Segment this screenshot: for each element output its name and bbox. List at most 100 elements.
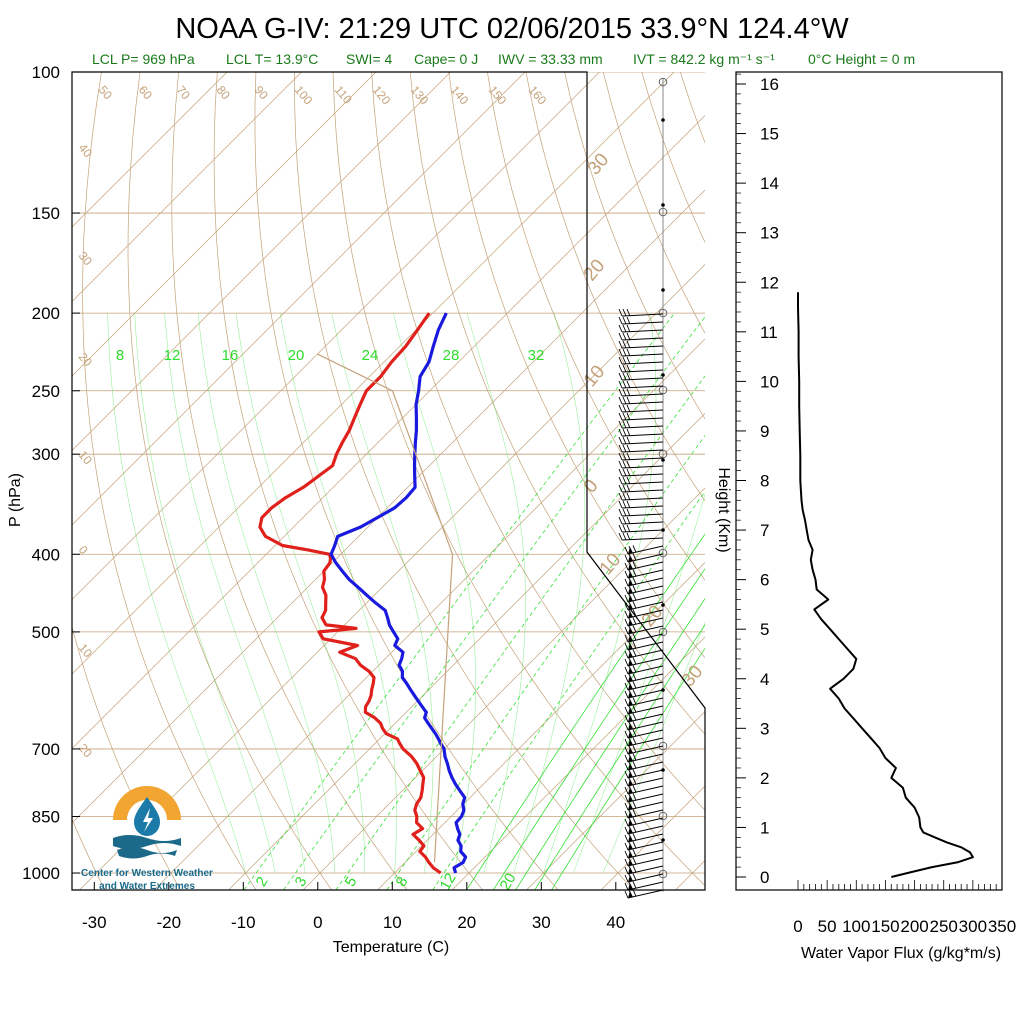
wind-barb-staff [627,585,664,595]
wind-barb-pennant [628,891,633,898]
dry-adiabat-line [82,72,257,890]
wind-barb-feather [622,444,627,453]
wind-barb-staff [621,313,664,317]
wind-barb-feather [626,308,631,317]
subtitle-swi: SWI= 4 [346,51,393,67]
wind-barb-feather [632,553,637,561]
wind-barb-feather [632,865,637,873]
wind-level-dot [661,838,665,842]
wind-barb-feather [618,420,623,429]
wind-barb-staff [627,553,664,563]
wind-barb-feather [622,492,627,501]
wind-barb-feather [618,492,623,501]
logo-wave-icon [117,847,177,859]
wind-barb-staff [621,329,664,333]
wind-barb-pennant [628,635,633,642]
wind-barb-staff [621,449,664,453]
x-tick-label: 0 [313,913,322,932]
wind-barb-feather [626,500,631,509]
wind-barb-pennant [628,867,633,874]
wind-barb-staff [627,705,664,715]
wind-barb-pennant [628,563,633,570]
wind-barb-feather [632,657,637,665]
wind-barb-feather [618,452,623,461]
wind-barb-pennant [628,827,633,834]
isotherm-line [72,72,600,601]
wind-barb-feather [622,460,627,469]
flux-x-tick-label: 50 [818,917,837,936]
wind-barb-feather [632,873,637,881]
moist-adiabat-line [197,313,336,874]
wind-barb-pennant [628,715,633,722]
wind-barb-feather [632,801,637,809]
wind-barb-feather [626,332,631,341]
wind-barb-staff [627,785,664,795]
wind-barb-feather [624,698,629,707]
wind-barb-feather [632,697,637,705]
wind-calm-circle [658,627,668,637]
wind-barb-staff [627,697,664,707]
wind-barb-feather [624,890,629,899]
wind-barb-pennant [628,547,633,554]
dry-adiabat-line [72,818,106,890]
wind-barb-feather [624,666,629,675]
wind-barb-staff [627,817,664,827]
wind-barb-feather [632,753,637,761]
flux-x-tick-label: 300 [959,917,987,936]
isotherm-line [153,338,705,890]
flux-y-axis-label: Height (Km) [715,467,732,552]
wind-barb-feather [624,714,629,723]
wind-barb-feather [622,324,627,333]
mixing-ratio-label: 20 [497,870,520,893]
wind-barb-feather [632,785,637,793]
wind-barb-staff [621,345,664,349]
dry-adiabat-line [564,72,705,420]
wind-barb-staff [627,689,664,699]
wind-barb-feather [632,641,637,649]
flux-x-tick-label: 150 [871,917,899,936]
wind-barb-staff [621,417,664,421]
wind-barb-feather [618,404,623,413]
wind-barb-staff [621,521,664,525]
wind-barbs [618,77,668,899]
wind-barb-pennant [628,587,633,594]
wind-barb-feather [632,569,637,577]
x-tick-label: 20 [457,913,476,932]
wind-barb-feather [622,388,627,397]
mixing-ratio-line [243,312,675,890]
wind-barb-feather [626,404,631,413]
mixing-ratio-line [515,597,705,890]
dry-adiabat-line [332,72,705,887]
mixing-ratio-line [551,647,705,890]
dry-adiabat-line [371,72,705,811]
wind-barb-staff [627,793,664,803]
mixing-ratio-label: 12 [164,347,181,364]
wind-barb-feather [618,380,623,389]
wind-barb-feather [626,340,631,349]
wind-barb-feather [618,364,623,373]
moist-adiabat-line [164,313,306,874]
wind-barb-staff [621,321,664,325]
flux-x-tick-label: 350 [988,917,1016,936]
wind-barb-feather [626,388,631,397]
wind-barb-staff [621,425,664,429]
wind-barb-staff [621,505,664,509]
moist-adiabat-line [107,313,246,874]
wind-barb-staff [627,777,664,787]
height-tick-label: 9 [760,422,769,441]
wind-barb-feather [632,761,637,769]
wind-barb-feather [632,577,637,585]
flux-x-tick-label: 100 [842,917,870,936]
wind-barb-feather [626,396,631,405]
wind-barb-staff [621,393,664,397]
moist-adiabat-line [602,621,705,874]
x-tick-label: -10 [231,913,256,932]
wind-barb-staff [627,673,664,683]
height-tick-label: 6 [760,571,769,590]
wind-barb-feather [626,364,631,373]
wind-barb-feather [622,348,627,357]
moist-adiabat-line [393,313,476,874]
wind-barb-staff [627,649,664,659]
wind-barb-staff [621,465,664,469]
